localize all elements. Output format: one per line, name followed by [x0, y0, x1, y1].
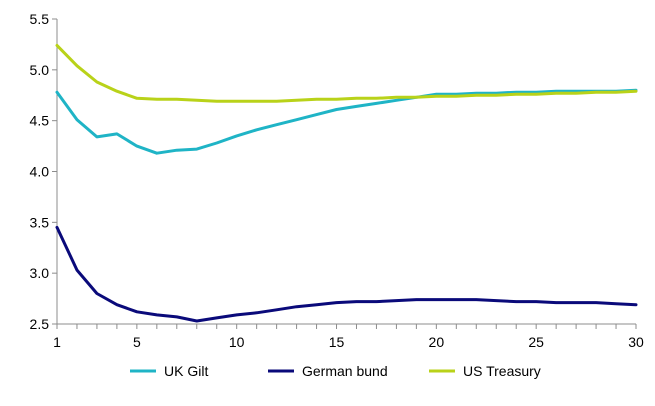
x-tick-label: 10 [229, 334, 245, 350]
legend-label-uk-gilt: UK Gilt [164, 363, 208, 379]
axes: 2.53.03.54.04.55.05.51 5 10 15 20 25 30 [30, 11, 644, 350]
series-line-uk-gilt [55, 88, 638, 155]
y-tick-label: 3.5 [30, 214, 50, 230]
legend-label-german-bund: German bund [302, 363, 388, 379]
y-tick-label: 2.5 [30, 316, 50, 332]
y-tick-label: 5.0 [30, 62, 50, 78]
legend: UK Gilt German bund US Treasury [130, 363, 541, 379]
series-line-german-bund [55, 225, 638, 323]
x-tick-label: 20 [429, 334, 445, 350]
y-tick-label: 5.5 [30, 11, 50, 27]
y-tick-label: 3.0 [30, 265, 50, 281]
legend-label-us-treasury: US Treasury [463, 363, 541, 379]
x-tick-label: 15 [329, 334, 345, 350]
y-tick-label: 4.0 [30, 164, 50, 180]
x-tick-label: 1 [53, 334, 61, 350]
x-tick-label: 25 [528, 334, 544, 350]
x-tick-label: 30 [628, 334, 644, 350]
x-tick-label: 5 [133, 334, 141, 350]
y-tick-label: 4.5 [30, 113, 50, 129]
series-line-us-treasury [55, 43, 638, 103]
series-layer [55, 43, 638, 323]
